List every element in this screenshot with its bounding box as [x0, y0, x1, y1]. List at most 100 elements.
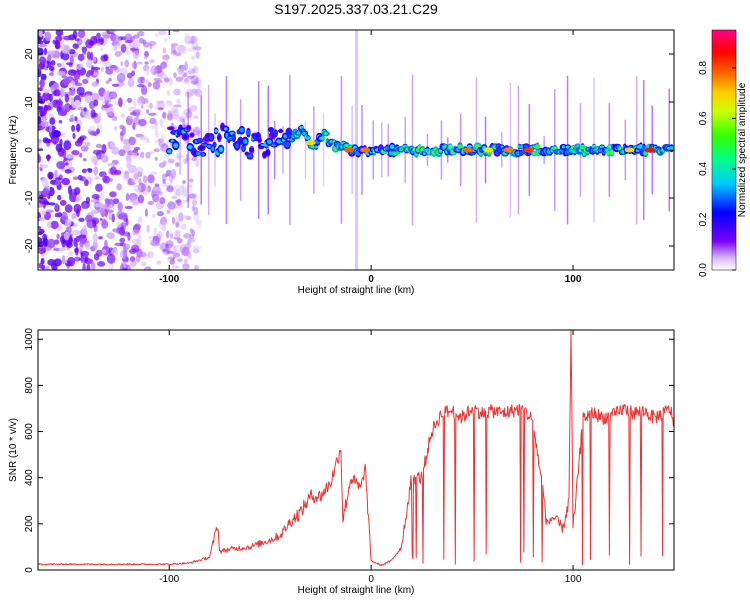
- noise-blob: [54, 212, 60, 218]
- noise-blob: [77, 53, 85, 62]
- ridge-cell: [187, 144, 193, 150]
- noise-blob: [191, 36, 195, 45]
- noise-blob: [150, 65, 158, 76]
- noise-blob: [123, 261, 127, 269]
- noise-blob: [61, 148, 67, 159]
- noise-blob: [191, 129, 198, 133]
- noise-blob: [44, 211, 51, 221]
- x-tick-label: 0: [368, 574, 374, 585]
- noise-blob: [172, 171, 177, 177]
- noise-blob: [145, 151, 151, 159]
- noise-blob: [187, 47, 195, 53]
- noise-blob: [140, 151, 145, 159]
- noise-blob: [43, 47, 48, 56]
- noise-blob: [48, 202, 56, 206]
- noise-blob: [135, 166, 144, 176]
- noise-blob: [74, 140, 83, 147]
- noise-blob: [142, 175, 148, 184]
- noise-blob: [61, 75, 68, 79]
- colorbar-gradient: [711, 29, 737, 271]
- noise-blob: [116, 183, 122, 191]
- noise-blob: [154, 120, 158, 127]
- ridge-cell: [324, 132, 328, 136]
- noise-blob: [104, 61, 112, 67]
- noise-blob: [187, 70, 193, 74]
- noise-blob: [54, 179, 61, 187]
- noise-blob: [151, 213, 156, 219]
- noise-blob: [38, 30, 43, 38]
- noise-blob: [54, 39, 60, 49]
- noise-blob: [197, 84, 202, 89]
- noise-blob: [67, 256, 76, 267]
- noise-blob: [70, 96, 74, 106]
- ridge-peak: [483, 147, 494, 153]
- ridge-cell: [534, 144, 541, 150]
- noise-blob: [118, 149, 126, 157]
- noise-blob: [149, 59, 155, 64]
- y-tick-label: 0: [24, 567, 35, 573]
- noise-blob: [76, 64, 83, 71]
- ridge-peak: [523, 147, 534, 153]
- y-tick-label: 400: [24, 469, 35, 486]
- noise-blob: [135, 108, 142, 113]
- noise-blob: [196, 221, 202, 229]
- noise-blob: [38, 98, 46, 105]
- noise-blob: [85, 141, 91, 147]
- noise-blob: [176, 44, 186, 53]
- noise-blob: [40, 121, 49, 128]
- noise-blob: [99, 218, 103, 221]
- noise-blob: [127, 78, 135, 88]
- noise-blob: [158, 30, 168, 36]
- spectral-streak: [179, 125, 181, 175]
- ridge-cell: [608, 145, 612, 149]
- noise-blob: [131, 61, 138, 69]
- noise-blob: [191, 156, 197, 162]
- spectral-streak: [322, 113, 325, 187]
- noise-blob: [145, 109, 150, 114]
- spectrogram-heatmap: [38, 30, 674, 270]
- ridge-peak: [463, 147, 474, 153]
- noise-blob: [153, 227, 158, 237]
- noise-blob: [47, 259, 56, 266]
- ridge-cell: [183, 134, 188, 139]
- y-tick-label: -10: [24, 190, 35, 205]
- noise-blob: [124, 205, 133, 210]
- noise-blob: [155, 100, 165, 105]
- noise-blob: [183, 72, 188, 78]
- noise-blob: [78, 136, 85, 142]
- noise-blob: [72, 43, 80, 49]
- noise-blob: [102, 175, 111, 184]
- noise-blob: [86, 51, 91, 60]
- noise-blob: [149, 125, 157, 129]
- noise-blob: [153, 148, 160, 153]
- noise-blob: [55, 30, 64, 37]
- noise-blob: [51, 130, 61, 138]
- spectral-streak: [282, 126, 284, 174]
- noise-blob: [97, 112, 102, 122]
- ridge-cell: [277, 129, 284, 133]
- noise-blob: [38, 217, 46, 221]
- noise-blob: [173, 187, 177, 198]
- noise-blob: [145, 67, 150, 76]
- noise-blob: [91, 261, 96, 270]
- noise-blob: [173, 88, 181, 96]
- noise-blob: [186, 240, 191, 249]
- noise-blob: [116, 221, 122, 228]
- y-tick-label: 800: [24, 377, 35, 394]
- noise-blob: [162, 111, 167, 119]
- ridge-cell: [609, 150, 614, 155]
- noise-blob: [147, 82, 152, 87]
- ridge-cell: [457, 144, 463, 150]
- snr-ylabel: SNR (10 * v/v): [8, 418, 19, 482]
- ridge-cell: [532, 151, 537, 156]
- noise-blob: [166, 152, 170, 162]
- noise-blob: [133, 184, 142, 193]
- noise-blob: [175, 221, 180, 228]
- noise-blob: [189, 193, 198, 200]
- y-tick-label: 10: [24, 96, 35, 108]
- noise-blob: [195, 219, 203, 225]
- noise-blob: [90, 199, 99, 203]
- noise-blob: [95, 249, 103, 257]
